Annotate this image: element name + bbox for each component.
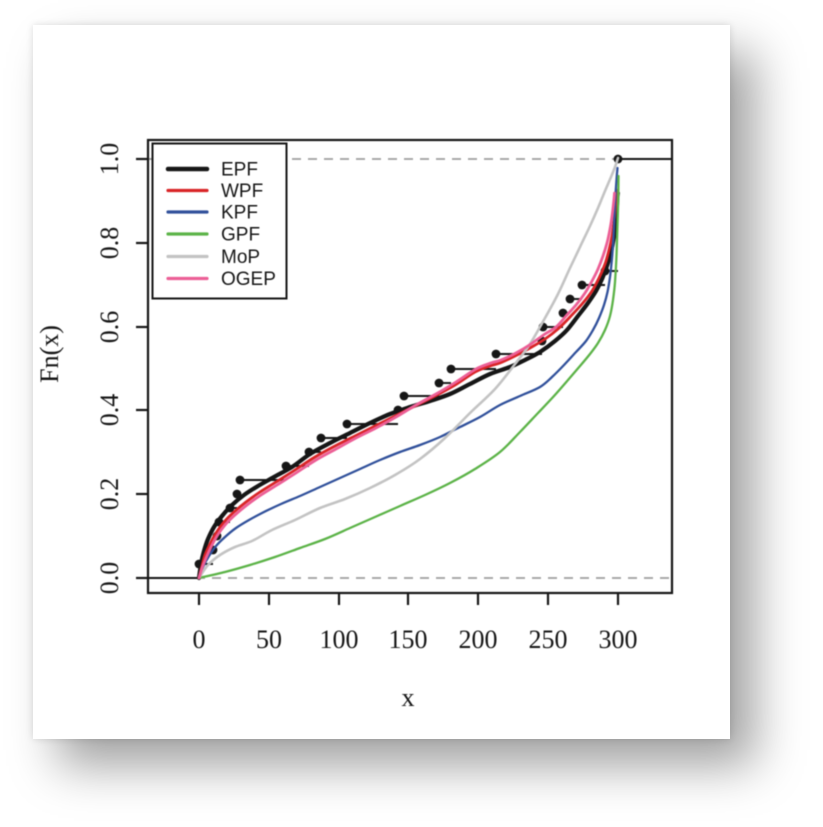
svg-text:0.0: 0.0	[95, 562, 124, 595]
svg-text:0.6: 0.6	[95, 311, 124, 344]
svg-text:1.0: 1.0	[95, 143, 124, 176]
svg-text:150: 150	[389, 625, 428, 654]
svg-text:0.4: 0.4	[95, 394, 124, 427]
svg-text:0.8: 0.8	[95, 227, 124, 260]
svg-text:100: 100	[320, 625, 359, 654]
svg-text:KPF: KPF	[221, 203, 258, 224]
svg-text:EPF: EPF	[221, 160, 258, 181]
svg-text:WPF: WPF	[221, 181, 263, 202]
svg-text:0: 0	[193, 625, 206, 654]
svg-text:200: 200	[459, 625, 498, 654]
svg-text:OGEP: OGEP	[221, 269, 276, 290]
svg-text:x: x	[402, 683, 415, 712]
svg-text:Fn(x): Fn(x)	[35, 325, 64, 383]
svg-text:MoP: MoP	[221, 247, 260, 268]
svg-text:0.2: 0.2	[95, 478, 124, 511]
svg-text:300: 300	[599, 625, 638, 654]
svg-text:GPF: GPF	[221, 225, 260, 246]
svg-text:250: 250	[529, 625, 568, 654]
svg-text:50: 50	[256, 625, 282, 654]
